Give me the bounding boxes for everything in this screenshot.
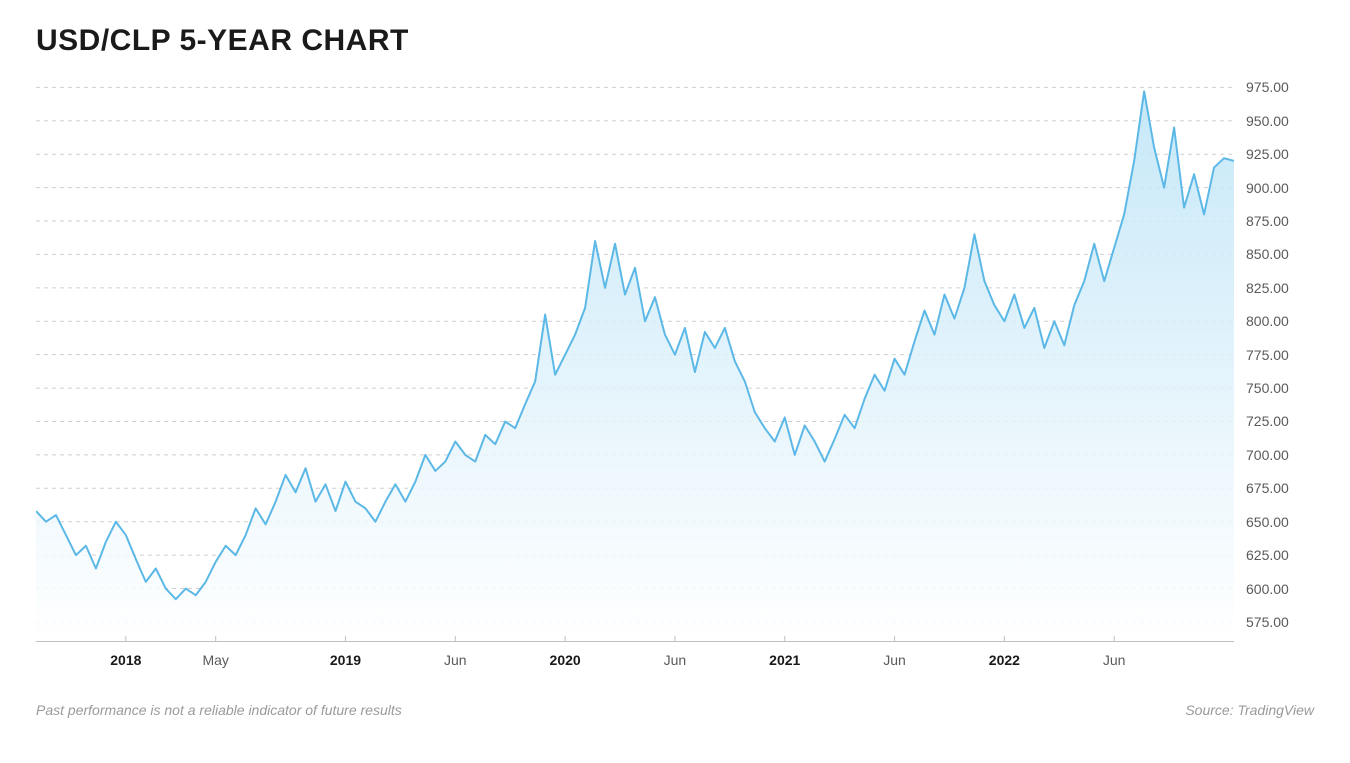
source-text: Source: TradingView: [1185, 702, 1314, 718]
x-tick-label: Jun: [883, 652, 906, 668]
y-tick-label: 975.00: [1246, 79, 1289, 95]
plot-area: [36, 74, 1234, 642]
y-tick-label: 750.00: [1246, 380, 1289, 396]
x-tick-label: 2020: [550, 652, 581, 668]
x-tick-label: Jun: [1103, 652, 1126, 668]
y-tick-label: 675.00: [1246, 480, 1289, 496]
x-tick-label: 2022: [989, 652, 1020, 668]
y-tick-label: 650.00: [1246, 514, 1289, 530]
x-axis: 2018 May 2019 Jun 2020 Jun 2021 Jun 2022 Jun: [36, 642, 1234, 694]
y-tick-label: 900.00: [1246, 180, 1289, 196]
chart-footer: Past performance is not a reliable indic…: [36, 702, 1314, 718]
y-tick-label: 875.00: [1246, 213, 1289, 229]
chart-svg: [36, 74, 1234, 642]
chart-title: USD/CLP 5-YEAR CHART: [36, 24, 1314, 58]
y-axis: 575.00 600.00 625.00 650.00 675.00 700.00 725.…: [1234, 74, 1314, 642]
y-tick-label: 575.00: [1246, 614, 1289, 630]
y-tick-label: 700.00: [1246, 447, 1289, 463]
x-tick-label: Jun: [444, 652, 467, 668]
x-tick-label: 2018: [110, 652, 141, 668]
y-tick-label: 800.00: [1246, 313, 1289, 329]
x-tick-label: 2019: [330, 652, 361, 668]
y-tick-label: 775.00: [1246, 347, 1289, 363]
y-tick-label: 625.00: [1246, 547, 1289, 563]
y-tick-label: 600.00: [1246, 581, 1289, 597]
y-tick-label: 925.00: [1246, 146, 1289, 162]
x-tick-label: 2021: [769, 652, 800, 668]
area-fill: [36, 91, 1234, 642]
x-tick-label: May: [202, 652, 228, 668]
chart-container: 575.00 600.00 625.00 650.00 675.00 700.00 725.…: [36, 74, 1314, 694]
y-tick-label: 950.00: [1246, 113, 1289, 129]
y-tick-label: 725.00: [1246, 413, 1289, 429]
x-tick-label: Jun: [664, 652, 687, 668]
disclaimer-text: Past performance is not a reliable indic…: [36, 702, 402, 718]
y-tick-label: 825.00: [1246, 280, 1289, 296]
y-tick-label: 850.00: [1246, 246, 1289, 262]
